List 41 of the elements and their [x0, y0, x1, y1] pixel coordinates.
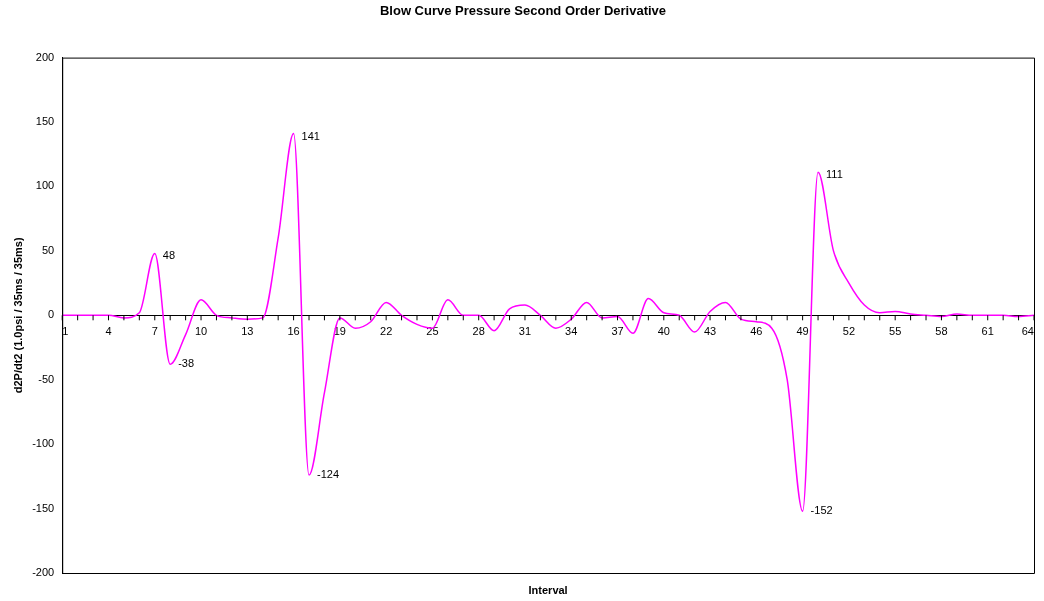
line-series: [61, 132, 1035, 512]
y-tick-label: 150: [35, 115, 55, 128]
x-tick-label: 31: [518, 324, 532, 337]
y-axis-title: d2P/dt2 (1.0psi / 35ms / 35ms): [11, 237, 24, 394]
data-label: -152: [810, 504, 833, 517]
x-tick-label: 10: [194, 324, 208, 337]
chart-title: Blow Curve Pressure Second Order Derivative: [379, 3, 667, 19]
y-tick-label: 100: [35, 179, 55, 192]
x-tick-label: 1: [62, 324, 69, 337]
x-tick-label: 25: [426, 324, 439, 337]
x-tick-label: 16: [287, 324, 300, 337]
x-tick-label: 58: [935, 324, 948, 337]
x-tick-label: 22: [380, 324, 393, 337]
data-label: 111: [826, 168, 843, 181]
x-tick-label: 34: [565, 324, 578, 337]
y-tick-label: -200: [32, 566, 55, 579]
y-tick-label: -150: [32, 501, 55, 514]
x-tick-label: 19: [333, 324, 346, 337]
x-tick-label: 37: [611, 324, 624, 337]
x-tick-label: 4: [105, 324, 112, 337]
x-tick-label: 49: [796, 324, 809, 337]
data-label: -124: [317, 468, 340, 481]
data-label: 141: [301, 129, 320, 142]
x-axis-title: Interval: [528, 584, 568, 597]
y-tick-label: 200: [35, 50, 55, 63]
x-tick-label: 64: [1021, 324, 1034, 337]
x-tick-label: 61: [981, 324, 994, 337]
x-tick-label: 55: [889, 324, 902, 337]
data-label: 48: [162, 249, 176, 262]
x-tick-label: 7: [151, 324, 158, 337]
y-tick-label: 0: [48, 308, 55, 321]
x-tick-label: 13: [241, 324, 254, 337]
x-tick-label: 46: [750, 324, 763, 337]
x-tick-label: 40: [657, 324, 670, 337]
data-label: -38: [178, 357, 195, 370]
x-tick-label: 43: [703, 324, 717, 337]
x-tick-label: 52: [842, 324, 856, 337]
y-tick-label: -50: [38, 372, 55, 385]
y-tick-label: -100: [32, 437, 55, 450]
x-tick-label: 28: [472, 324, 485, 337]
y-tick-label: 50: [41, 243, 55, 256]
